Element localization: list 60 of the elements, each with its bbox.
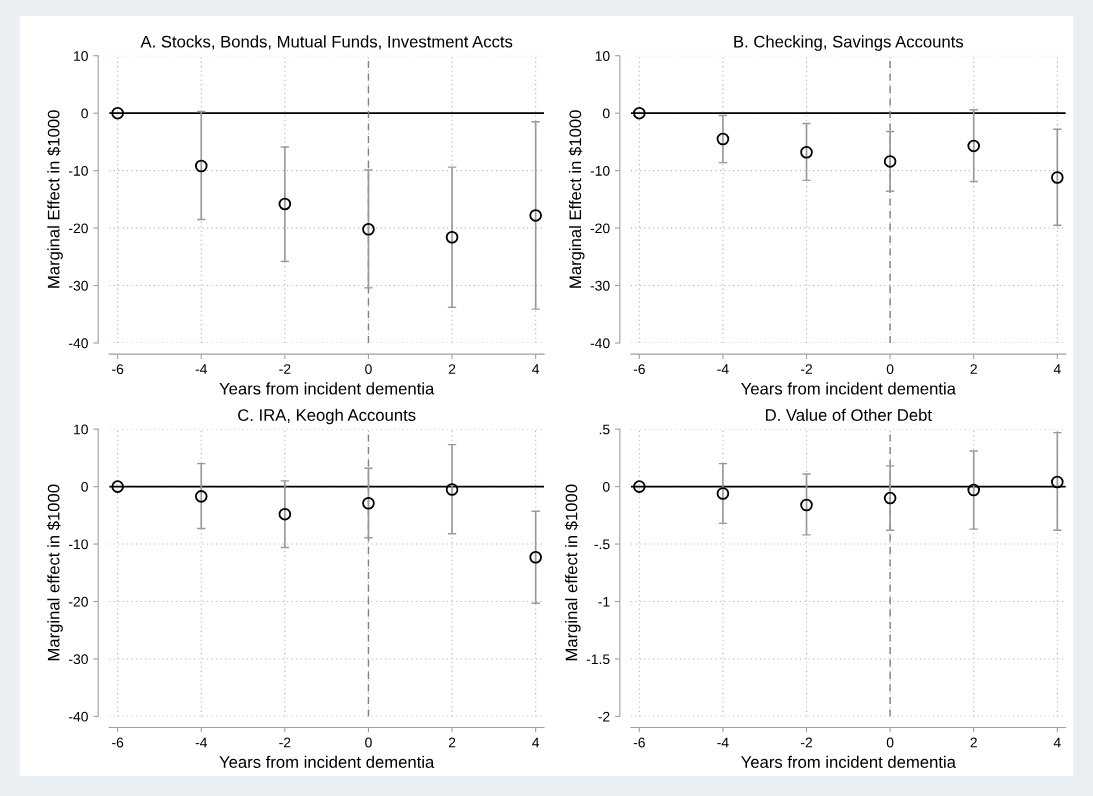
x-tick-label: 2	[970, 364, 977, 374]
y-tick-label: -10	[69, 539, 88, 550]
y-tick-label: -.5	[594, 539, 610, 550]
x-tick-label: -4	[717, 364, 729, 374]
y-tick-label: -40	[69, 711, 88, 722]
y-tick-label: -30	[69, 654, 88, 665]
x-tick-label: -6	[633, 364, 645, 375]
y-tick-label: .5	[599, 424, 610, 435]
chart-title: B. Checking, Savings Accounts	[734, 35, 964, 51]
x-tick-label: -6	[112, 737, 124, 748]
y-tick-label: 10	[74, 424, 88, 435]
chart-title: C. IRA, Keogh Accounts	[238, 408, 416, 425]
x-tick-label: 2	[448, 737, 456, 748]
y-tick-label: -2	[598, 711, 610, 722]
x-tick-label: 2	[970, 737, 977, 748]
x-axis-title: Years from incident dementia	[741, 755, 956, 768]
x-tick-label: 4	[1053, 737, 1061, 748]
y-tick-label: 0	[602, 481, 610, 492]
x-tick-label: -4	[717, 737, 729, 748]
chart-title: D. Value of Other Debt	[766, 408, 932, 421]
x-tick-label: 2	[448, 364, 456, 374]
y-tick-label: 0	[602, 108, 610, 119]
x-tick-label: -6	[112, 364, 124, 375]
x-tick-label: -2	[279, 737, 291, 748]
y-tick-label: -10	[69, 165, 88, 176]
x-tick-label: -2	[279, 364, 291, 374]
x-tick-label: 0	[886, 364, 894, 375]
x-tick-label: 4	[1053, 364, 1061, 374]
y-tick-label: -40	[69, 338, 88, 349]
x-tick-label: -4	[195, 364, 208, 374]
y-tick-label: -20	[590, 223, 610, 234]
x-axis-title: Years from incident dementia	[219, 755, 435, 768]
y-axis-title: Marginal Effect in $1000	[568, 110, 585, 288]
y-axis-title: Marginal Effect in $1000	[47, 110, 63, 288]
y-axis-title: Marginal effect in $1000	[564, 484, 581, 661]
x-tick-label: 4	[532, 737, 540, 748]
y-tick-label: -1	[598, 596, 610, 607]
x-tick-label: 0	[365, 737, 372, 748]
x-tick-label: 4	[532, 364, 540, 374]
y-tick-label: 0	[81, 481, 88, 492]
y-tick-label: -20	[69, 223, 88, 234]
chart-title: A. Stocks, Bonds, Mutual Funds, Investment Accts	[140, 35, 513, 50]
x-axis-title: Years from incident dementia	[219, 382, 435, 395]
y-tick-label: 0	[81, 108, 88, 119]
x-tick-label: -6	[633, 737, 645, 748]
y-tick-label: -30	[69, 280, 88, 291]
x-tick-label: -2	[800, 737, 812, 748]
x-tick-label: -2	[800, 364, 812, 374]
y-tick-label: 10	[74, 51, 88, 61]
y-tick-label: -20	[69, 596, 88, 607]
y-tick-label: -40	[590, 338, 610, 349]
x-tick-label: 0	[365, 364, 372, 375]
x-tick-label: -4	[195, 737, 208, 748]
y-tick-label: -30	[590, 280, 610, 291]
x-tick-label: 0	[886, 737, 894, 748]
y-tick-label: -1.5	[586, 654, 610, 665]
y-axis-title: Marginal effect in $1000	[47, 484, 63, 661]
y-tick-label: -10	[590, 165, 610, 176]
y-tick-label: 10	[595, 51, 610, 61]
x-axis-title: Years from incident dementia	[741, 382, 956, 395]
